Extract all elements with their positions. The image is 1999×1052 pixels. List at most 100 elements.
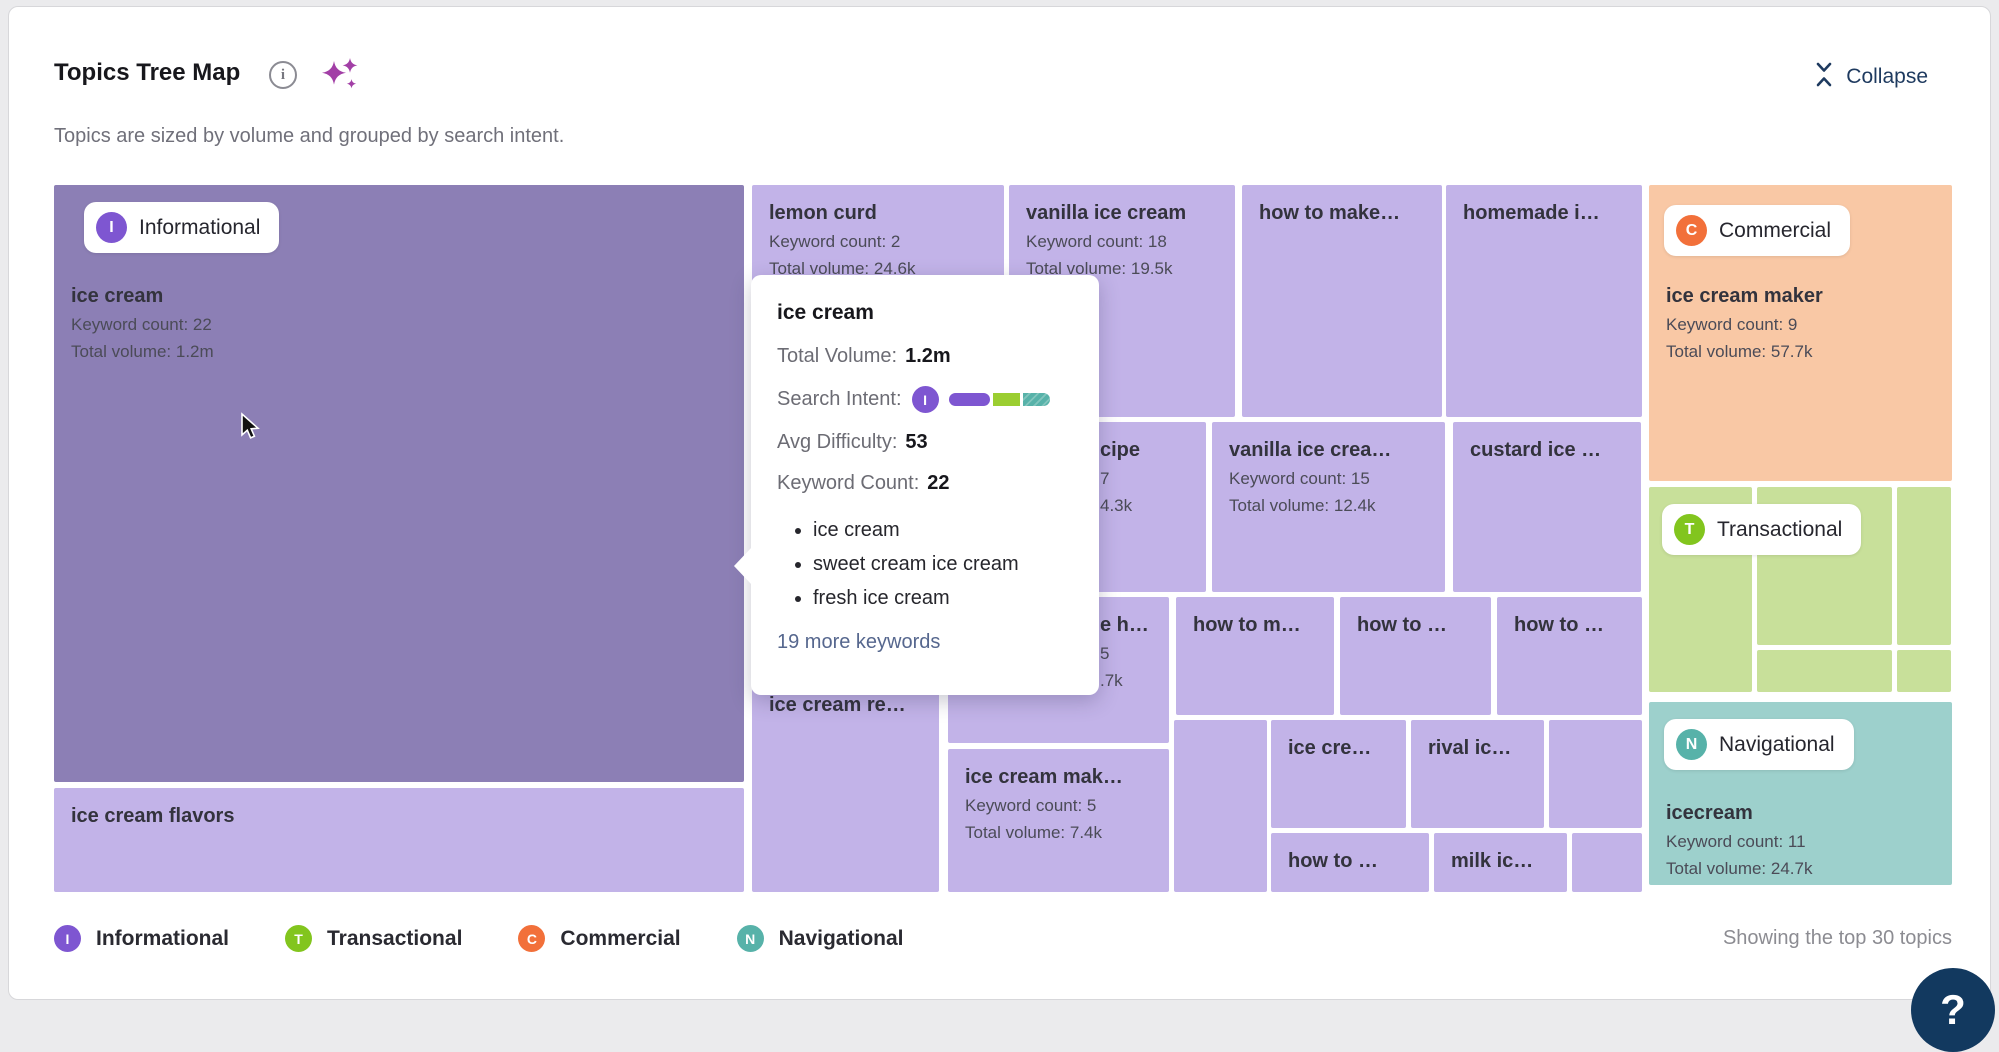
legend-item-navigational: N Navigational	[737, 925, 904, 952]
badge-informational: I Informational	[84, 202, 279, 253]
informational-icon: I	[54, 925, 81, 952]
transactional-icon: T	[285, 925, 312, 952]
badge-letter: N	[1686, 736, 1698, 754]
informational-icon: I	[96, 212, 127, 243]
legend-bar: I Informational T Transactional C Commer…	[54, 925, 1952, 952]
treemap-cell-milk-ic[interactable]: milk ic…	[1434, 833, 1567, 892]
avg-difficulty-label: Avg Difficulty:	[777, 431, 897, 454]
legend-items: I Informational T Transactional C Commer…	[54, 925, 904, 952]
cell-meta: 4.3k	[1100, 492, 1140, 519]
treemap-cell-how-to-4[interactable]: how to …	[1271, 833, 1429, 892]
cell-title: rival ic…	[1428, 733, 1534, 763]
topic-tooltip: ice cream Total Volume: 1.2m Search Inte…	[751, 275, 1099, 695]
help-button[interactable]: ?	[1911, 968, 1995, 1052]
search-intent-label: Search Intent:	[777, 388, 902, 411]
legend-letter: I	[66, 931, 70, 947]
treemap-cell-ice-cream-re[interactable]: ice cream re…	[752, 685, 939, 892]
intent-letter: I	[923, 392, 927, 408]
cell-title: how to …	[1514, 610, 1632, 640]
topics-count-summary: Showing the top 30 topics	[1723, 927, 1952, 950]
topics-tree-map-screen: Topics Tree Map i Collapse Topics are si…	[0, 0, 1999, 1026]
treemap-cell-trans-5[interactable]	[1897, 650, 1951, 692]
ai-sparkles-icon[interactable]	[321, 57, 359, 98]
badge-letter: C	[1686, 222, 1698, 240]
intent-distribution-bar	[949, 393, 1050, 406]
cell-meta: Keyword count: 11	[1666, 828, 1942, 855]
cell-meta: Total volume: 57.7k	[1666, 338, 1942, 365]
cell-meta: Total volume: 24.7k	[1666, 855, 1942, 882]
treemap-cell-ice-cream-flavors[interactable]: ice cream flavors	[54, 788, 744, 892]
collapse-button[interactable]: Collapse	[1813, 61, 1928, 93]
tooltip-keyword-list: ice cream sweet cream ice cream fresh ic…	[777, 513, 1079, 615]
legend-item-transactional: T Transactional	[285, 925, 462, 952]
treemap-cell-how-to-3[interactable]: how to …	[1497, 597, 1642, 715]
commercial-icon: C	[518, 925, 545, 952]
treemap-cell-trans-3[interactable]	[1897, 487, 1951, 645]
cell-title: ice cream mak…	[965, 762, 1159, 792]
treemap-cell-how-to-2[interactable]: how to …	[1340, 597, 1491, 715]
total-volume-label: Total Volume:	[777, 345, 897, 368]
treemap-cell-rival-ic[interactable]: rival ic…	[1411, 720, 1544, 828]
legend-letter: T	[294, 931, 303, 947]
cell-title: e h…	[1100, 610, 1149, 640]
cell-title: ice cre…	[1288, 733, 1396, 763]
cell-meta: Total volume: 7.4k	[965, 819, 1159, 846]
cell-title: milk ic…	[1451, 846, 1557, 876]
navigational-icon: N	[1676, 729, 1707, 760]
cell-meta: Keyword count: 15	[1229, 465, 1435, 492]
legend-label: Transactional	[327, 927, 462, 951]
legend-label: Navigational	[779, 927, 904, 951]
help-question-glyph: ?	[1940, 986, 1966, 1034]
badge-navigational: N Navigational	[1664, 719, 1854, 770]
cell-meta: Keyword count: 22	[71, 311, 734, 338]
legend-label: Informational	[96, 927, 229, 951]
cell-meta: Keyword count: 18	[1026, 228, 1225, 255]
intent-segment-transactional	[993, 393, 1020, 406]
badge-transactional: T Transactional	[1662, 504, 1861, 555]
cell-title: cipe	[1100, 435, 1140, 465]
treemap-cell-how-to-make[interactable]: how to make…	[1242, 185, 1442, 417]
badge-label: Commercial	[1719, 219, 1831, 243]
tooltip-keyword: fresh ice cream	[813, 581, 1079, 615]
intent-segment-navigational	[1023, 393, 1050, 406]
treemap-cell-ice-cre[interactable]: ice cre…	[1271, 720, 1406, 828]
treemap-cell-homemade-i[interactable]: homemade i…	[1446, 185, 1642, 417]
cell-meta: Keyword count: 5	[965, 792, 1159, 819]
cell-title: vanilla ice crea…	[1229, 435, 1435, 465]
transactional-icon: T	[1674, 514, 1705, 545]
treemap-cell-trans-4[interactable]	[1757, 650, 1892, 692]
badge-commercial: C Commercial	[1664, 205, 1850, 256]
legend-item-informational: I Informational	[54, 925, 229, 952]
intent-informational-icon: I	[912, 386, 939, 413]
info-icon[interactable]: i	[269, 61, 297, 89]
cell-meta: Keyword count: 2	[769, 228, 994, 255]
intent-segment-informational	[949, 393, 990, 406]
mouse-cursor-icon	[238, 412, 264, 447]
cell-title: vanilla ice cream	[1026, 198, 1225, 228]
more-keywords-link[interactable]: 19 more keywords	[777, 631, 940, 654]
treemap-cell-blank-2[interactable]	[1549, 720, 1642, 828]
topics-tree-map-card: Topics Tree Map i Collapse Topics are si…	[8, 6, 1991, 1000]
cell-meta: Total volume: 1.2m	[71, 338, 734, 365]
navigational-icon: N	[737, 925, 764, 952]
cell-title: ice cream flavors	[71, 801, 734, 831]
keyword-count-value: 22	[927, 472, 949, 495]
treemap-cell-blank-1[interactable]	[1174, 720, 1267, 892]
treemap-cell-blank-3[interactable]	[1572, 833, 1642, 892]
tooltip-keyword: sweet cream ice cream	[813, 547, 1079, 581]
badge-label: Navigational	[1719, 733, 1835, 757]
cell-meta: Keyword count: 9	[1666, 311, 1942, 338]
cell-meta: Total volume: 12.4k	[1229, 492, 1435, 519]
treemap-cell-custard-ice[interactable]: custard ice …	[1453, 422, 1641, 592]
collapse-label: Collapse	[1846, 65, 1928, 89]
tooltip-title: ice cream	[777, 301, 1079, 325]
treemap-cell-how-to-m[interactable]: how to m…	[1176, 597, 1334, 715]
commercial-icon: C	[1676, 215, 1707, 246]
cell-title: how to …	[1288, 846, 1419, 876]
cell-title: how to …	[1357, 610, 1481, 640]
avg-difficulty-value: 53	[905, 431, 927, 454]
cell-title: homemade i…	[1463, 198, 1632, 228]
